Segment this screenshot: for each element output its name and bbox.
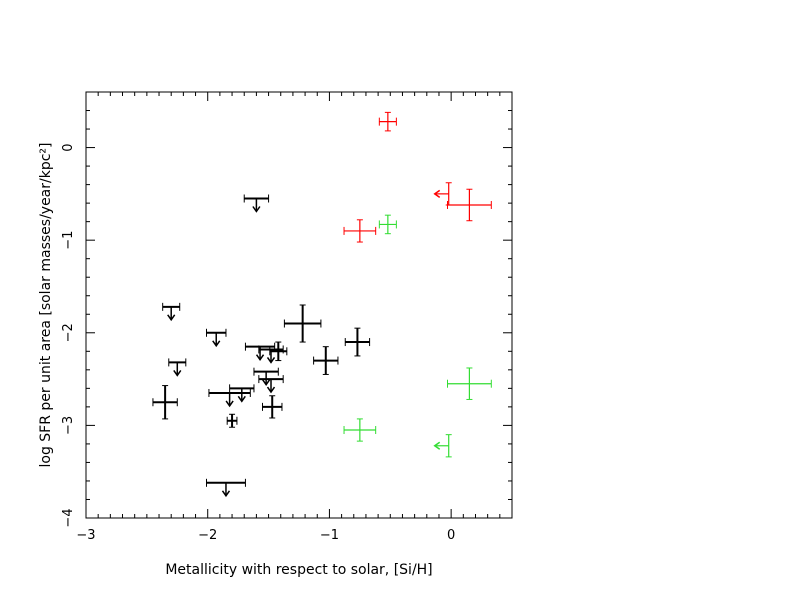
x-tick-label: 0 [447, 528, 455, 543]
axis-ticks [85, 91, 513, 519]
plot-frame [85, 91, 513, 519]
x-tick-label: −3 [76, 528, 95, 543]
data-marks [152, 111, 492, 498]
y-tick-label: 0 [61, 143, 76, 151]
arrow-head [266, 386, 276, 394]
arrow-head [252, 206, 261, 213]
data-point [343, 219, 377, 243]
left-limit-point [433, 434, 452, 458]
upper-limit-point [258, 375, 284, 394]
arrow-head [266, 357, 276, 364]
tick-labels: −3 −2 −1 00−1−2−3−4 [61, 143, 455, 543]
data-point [446, 188, 492, 222]
data-point [344, 327, 371, 357]
x-axis-label: Metallicity with respect to solar, [Si/H… [165, 562, 432, 578]
data-point [226, 413, 238, 428]
data-point [378, 111, 397, 132]
x-tick-label: −2 [198, 528, 217, 543]
data-point [269, 341, 288, 362]
left-limit-point [433, 182, 452, 206]
upper-limit-point [243, 194, 270, 213]
data-point [446, 367, 492, 400]
y-tick-label: −2 [61, 323, 76, 342]
arrow-head [225, 400, 234, 408]
y-axis-label: log SFR per unit area [solar masses/year… [38, 142, 54, 467]
upper-limit-point [258, 345, 284, 364]
data-point [283, 304, 322, 343]
upper-limit-point [168, 358, 187, 377]
upper-limit-point [205, 478, 246, 498]
upper-limit-point [229, 384, 255, 403]
arrow-head [262, 379, 271, 386]
data-point [261, 395, 283, 419]
upper-limit-point [162, 302, 181, 322]
data-point [343, 418, 377, 442]
arrow-head [433, 189, 441, 198]
arrow-head [255, 354, 265, 361]
x-tick-label: −1 [320, 528, 339, 543]
data-point [152, 385, 178, 420]
arrow-head [173, 369, 182, 377]
data-point [313, 346, 339, 375]
y-tick-label: −1 [61, 231, 76, 250]
arrow-head [212, 340, 221, 348]
arrow-head [433, 441, 441, 450]
y-tick-label: −3 [61, 416, 76, 435]
upper-limit-point [208, 388, 251, 408]
arrow-head [221, 490, 231, 498]
data-point [378, 214, 397, 235]
y-tick-label: −4 [61, 508, 76, 527]
upper-limit-point [205, 328, 227, 348]
upper-limit-point [253, 367, 279, 386]
arrow-head [167, 314, 176, 322]
upper-limit-point [244, 342, 276, 361]
arrow-head [237, 395, 246, 403]
